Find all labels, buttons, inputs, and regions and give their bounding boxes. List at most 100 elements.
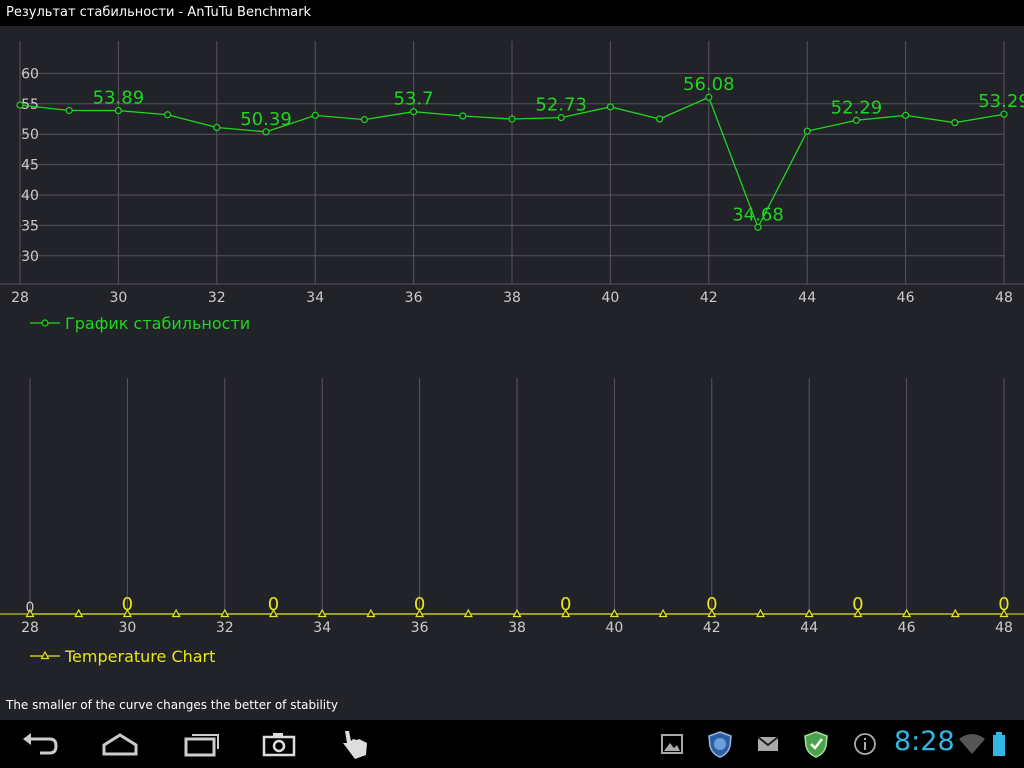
data-point <box>999 608 1009 618</box>
temperature-chart: 28 30 32 34 36 38 40 42 44 46 48 0 0 0 0 0 0 0 0 Temperatur… <box>0 378 1024 666</box>
data-point <box>755 608 766 618</box>
data-label: 0 <box>268 594 279 615</box>
title-bar: Результат стабильности - AnTuTu Benchmar… <box>0 0 1024 26</box>
screenshot-button[interactable] <box>244 720 314 768</box>
info-icon <box>854 733 876 755</box>
y-tick-label: 60 <box>21 66 39 82</box>
x-tick-label: 48 <box>995 620 1013 636</box>
data-point <box>754 223 762 231</box>
data-label: 53.29 <box>978 91 1024 112</box>
x-tick-label: 44 <box>798 290 816 306</box>
data-point <box>853 608 863 618</box>
recent-apps-icon <box>184 734 219 757</box>
wifi-icon <box>959 734 985 754</box>
legend-label: Temperature Chart <box>64 647 215 666</box>
data-label: 0 <box>998 594 1009 615</box>
x-tick-label: 28 <box>21 620 39 636</box>
x-tick-label: 28 <box>11 290 29 306</box>
data-point <box>16 101 24 109</box>
info-notification[interactable] <box>851 730 879 758</box>
data-point <box>508 115 516 123</box>
stability-chart: 28 30 32 34 36 38 40 42 44 46 48 30 35 40 45 50 55 60 53.8… <box>0 41 1024 333</box>
x-tick-label: 40 <box>605 620 623 636</box>
y-tick-label: 50 <box>21 127 39 143</box>
data-point <box>164 111 172 119</box>
data-label: 53.89 <box>93 88 145 109</box>
battery-icon <box>993 732 1005 756</box>
data-point <box>852 116 861 124</box>
x-tick-label: 46 <box>897 290 915 306</box>
data-point <box>415 608 425 618</box>
green-shield-icon <box>804 731 828 758</box>
x-tick-label: 30 <box>118 620 136 636</box>
data-point <box>459 112 467 120</box>
window-title: Результат стабильности - AnTuTu Benchmar… <box>6 5 312 20</box>
back-button[interactable] <box>5 720 75 768</box>
home-button[interactable] <box>85 720 155 768</box>
data-point <box>561 608 571 618</box>
data-point <box>951 119 959 127</box>
data-point <box>65 106 73 115</box>
x-tick-label: 38 <box>508 620 526 636</box>
antutu-notification[interactable] <box>706 730 734 758</box>
gmail-notification[interactable] <box>754 730 782 758</box>
data-point <box>25 608 35 618</box>
legend-marker <box>41 319 49 327</box>
y-tick-label: 55 <box>21 97 39 113</box>
data-point <box>410 108 418 116</box>
security-notification[interactable] <box>802 730 830 758</box>
y-tick-label: 45 <box>21 158 39 174</box>
legend-marker <box>40 650 50 660</box>
x-tick-label: 34 <box>313 620 331 636</box>
gmail-icon <box>757 736 779 751</box>
x-tick-label: 34 <box>306 290 324 306</box>
data-point <box>512 608 522 618</box>
x-tick-label: 44 <box>800 620 818 636</box>
data-point <box>1000 110 1008 118</box>
wifi-status[interactable] <box>958 730 986 758</box>
hand-pointer-icon <box>343 731 367 759</box>
x-tick-label: 30 <box>109 290 127 306</box>
y-tick-label: 0 <box>26 600 35 616</box>
x-tick-label: 42 <box>703 620 721 636</box>
stability-footnote: The smaller of the curve changes the bet… <box>6 698 338 712</box>
data-point <box>220 608 230 618</box>
legend-label: График стабильности <box>65 314 250 333</box>
data-point <box>262 128 270 136</box>
x-tick-label: 40 <box>601 290 619 306</box>
data-point <box>901 111 910 119</box>
y-tick-label: 35 <box>21 218 39 234</box>
data-label: 0 <box>706 594 717 615</box>
data-point <box>902 608 912 618</box>
data-point <box>803 127 811 135</box>
x-tick-label: 38 <box>503 290 521 306</box>
data-label: 56.08 <box>683 74 735 95</box>
data-point <box>609 608 619 618</box>
pointer-button[interactable] <box>325 720 385 768</box>
x-tick-label: 32 <box>216 620 234 636</box>
recent-apps-button[interactable] <box>165 720 235 768</box>
data-label: 0 <box>414 594 425 615</box>
data-point <box>606 103 615 111</box>
home-icon <box>102 733 138 756</box>
x-tick-label: 32 <box>208 290 226 306</box>
gallery-notification[interactable] <box>658 730 686 758</box>
data-point <box>950 608 960 618</box>
data-point <box>311 111 319 119</box>
y-tick-label: 30 <box>21 249 39 265</box>
antutu-shield-icon <box>708 731 732 758</box>
data-point <box>171 608 181 618</box>
data-label: 50.39 <box>240 109 292 130</box>
data-point <box>114 106 123 115</box>
x-tick-label: 42 <box>700 290 718 306</box>
system-navigation-bar: 8:28 <box>0 720 1024 768</box>
data-point <box>213 123 221 132</box>
battery-status[interactable] <box>988 730 1010 758</box>
status-clock[interactable]: 8:28 <box>894 726 955 757</box>
x-tick-label: 36 <box>411 620 429 636</box>
screenshot-camera-icon <box>262 733 296 757</box>
data-point <box>74 608 84 618</box>
data-label: 52.29 <box>831 97 883 118</box>
data-point <box>360 116 368 124</box>
data-point <box>122 608 132 618</box>
